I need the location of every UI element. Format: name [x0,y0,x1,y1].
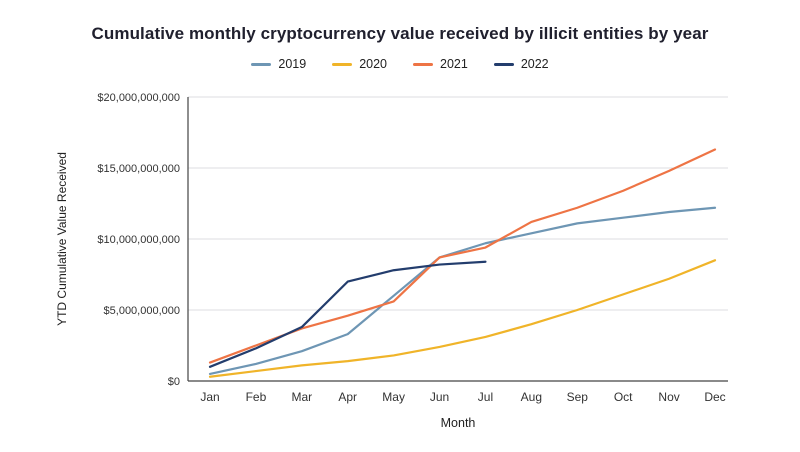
x-tick-label: Aug [521,390,542,404]
x-tick-label: Dec [704,390,725,404]
series-line-2021 [208,148,717,364]
x-tick-label: May [382,390,405,404]
legend-swatch-2021 [413,62,433,66]
legend-item-2019[interactable]: 2019 [251,57,306,71]
y-axis-title: YTD Cumulative Value Received [55,152,69,326]
x-tick-label: Apr [338,390,357,404]
series-line-2019 [208,206,717,375]
y-tick-label: $0 [168,376,180,388]
x-axis-title: Month [441,416,476,430]
legend-label: 2019 [278,57,307,71]
y-tick-label: $5,000,000,000 [104,305,180,317]
x-tick-label: Mar [291,390,312,404]
legend-item-2021[interactable]: 2021 [413,57,468,71]
x-tick-label: Sep [567,390,589,404]
y-tick-label: $20,000,000,000 [97,92,180,104]
legend-item-2022[interactable]: 2022 [493,57,549,71]
series-line-2020 [208,259,717,378]
legend-label: 2020 [359,57,387,71]
x-tick-label: Jun [430,390,449,404]
plot-area: $0 $5,000,000,000 $10,000,000,000 $15,000,0… [55,92,728,430]
x-tick-label: Oct [614,390,633,404]
legend-swatch-2022 [493,62,514,66]
legend-swatch-2019 [251,62,272,66]
legend: 2019 2020 2021 2022 [0,57,800,71]
series-line-2022 [208,260,487,368]
legend-swatch-2020 [332,62,353,66]
y-tick-label: $15,000,000,000 [97,163,180,175]
chart-title: Cumulative monthly cryptocurrency value … [91,24,709,43]
legend-label: 2022 [520,57,549,71]
x-tick-label: Jan [200,390,219,404]
x-tick-label: Jul [478,390,493,404]
x-tick-label: Feb [246,390,267,404]
legend-label: 2021 [440,57,468,71]
legend-item-2020[interactable]: 2020 [332,57,387,71]
y-tick-label: $10,000,000,000 [97,234,180,246]
x-tick-label: Nov [658,390,679,404]
